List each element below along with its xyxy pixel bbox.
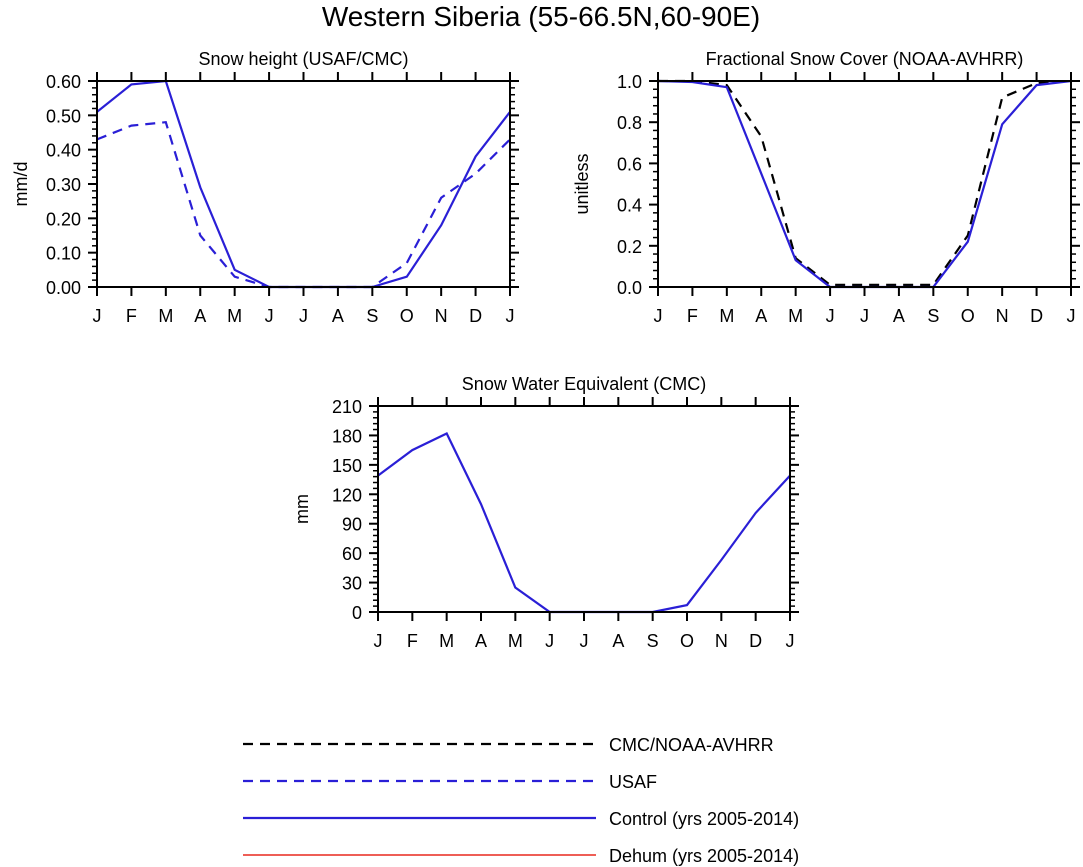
legend-item-obs: CMC/NOAA-AVHRR [243,735,774,755]
x-tick-label: S [647,631,659,651]
series-line-usaf [96,121,511,289]
y-axis-label: unitless [572,153,592,214]
y-tick-label: 30 [342,574,362,594]
y-tick-label: 150 [332,456,362,476]
x-tick-label: A [475,631,487,651]
chart-title: Fractional Snow Cover (NOAA-AVHRR) [706,49,1024,69]
x-tick-label: N [715,631,728,651]
x-tick-label: A [893,306,905,326]
x-tick-label: J [860,306,869,326]
y-tick-label: 0.60 [46,72,81,92]
legend-label: CMC/NOAA-AVHRR [609,735,774,755]
series-group [657,79,1072,289]
y-tick-label: 0.10 [46,244,81,264]
x-tick-label: A [612,631,624,651]
x-tick-label: M [158,306,173,326]
legend-label: Dehum (yrs 2005-2014) [609,846,799,866]
x-tick-label: O [961,306,975,326]
legend-item-usaf: USAF [243,772,657,792]
x-tick-label: S [366,306,378,326]
x-tick-label: A [194,306,206,326]
x-tick-label: J [826,306,835,326]
y-tick-label: 60 [342,544,362,564]
x-tick-label: M [719,306,734,326]
series-line-control [657,79,1072,289]
legend-label: USAF [609,772,657,792]
x-tick-label: F [126,306,137,326]
y-tick-label: 210 [332,397,362,417]
y-tick-label: 0.20 [46,209,81,229]
series-line-control [96,79,511,289]
y-tick-label: 0.00 [46,278,81,298]
legend-item-control: Control (yrs 2005-2014) [243,809,799,829]
chart-panels: Snow height (USAF/CMC)mm/dJ F M A M J J A S O N D J0… [11,49,1080,651]
x-tick-label: O [400,306,414,326]
chart-title: Snow height (USAF/CMC) [198,49,408,69]
y-axis-label: mm [292,494,312,524]
figure-title: Western Siberia (55-66.5N,60-90E) [322,1,760,32]
y-tick-label: 1.0 [617,72,642,92]
x-tick-label: M [508,631,523,651]
series-group [377,432,791,614]
y-tick-label: 120 [332,485,362,505]
chart-snow-cover: Fractional Snow Cover (NOAA-AVHRR) unitle… [572,49,1080,326]
x-tick-label: J [93,306,102,326]
legend: CMC/NOAA-AVHRR USAF Control (yrs 2005-2014… [243,735,799,866]
x-tick-label: J [786,631,795,651]
y-tick-label: 0.8 [617,113,642,133]
legend-label: Control (yrs 2005-2014) [609,809,799,829]
series-line-control [377,432,791,614]
x-tick-label: J [265,306,274,326]
chart-snow-height: Snow height (USAF/CMC)mm/dJ F M A M J J A S O N D J0… [11,49,519,326]
y-tick-label: 0 [352,603,362,623]
x-tick-label: D [1030,306,1043,326]
x-tick-label: J [545,631,554,651]
x-tick-label: J [506,306,515,326]
x-tick-label: J [299,306,308,326]
legend-item-dehum: Dehum (yrs 2005-2014) [243,846,799,866]
x-tick-label: A [755,306,767,326]
x-tick-label: M [227,306,242,326]
x-tick-label: F [407,631,418,651]
x-tick-label: F [687,306,698,326]
x-tick-label: M [439,631,454,651]
y-tick-label: 0.30 [46,175,81,195]
x-tick-label: J [374,631,383,651]
y-tick-label: 0.6 [617,154,642,174]
y-tick-label: 90 [342,515,362,535]
y-tick-label: 0.50 [46,106,81,126]
y-tick-label: 0.0 [617,278,642,298]
series-group [96,79,511,289]
plot-frame [657,80,1072,288]
y-tick-label: 0.4 [617,196,642,216]
series-line-obs [658,79,1072,286]
x-tick-label: D [749,631,762,651]
x-tick-label: A [332,306,344,326]
chart-swe: Snow Water Equivalent (CMC) mm J F M A M J J A S O N… [292,374,799,651]
x-tick-label: N [435,306,448,326]
x-tick-label: O [680,631,694,651]
y-axis-label: mm/d [11,162,31,207]
chart-title: Snow Water Equivalent (CMC) [462,374,706,394]
x-tick-label: J [1067,306,1076,326]
y-tick-label: 180 [332,426,362,446]
x-tick-label: N [996,306,1009,326]
x-tick-label: M [788,306,803,326]
y-tick-label: 0.2 [617,237,642,257]
x-tick-label: J [654,306,663,326]
x-tick-label: S [927,306,939,326]
y-tick-label: 0.40 [46,141,81,161]
x-tick-label: J [580,631,589,651]
x-tick-label: D [469,306,482,326]
plot-frame [96,80,511,288]
